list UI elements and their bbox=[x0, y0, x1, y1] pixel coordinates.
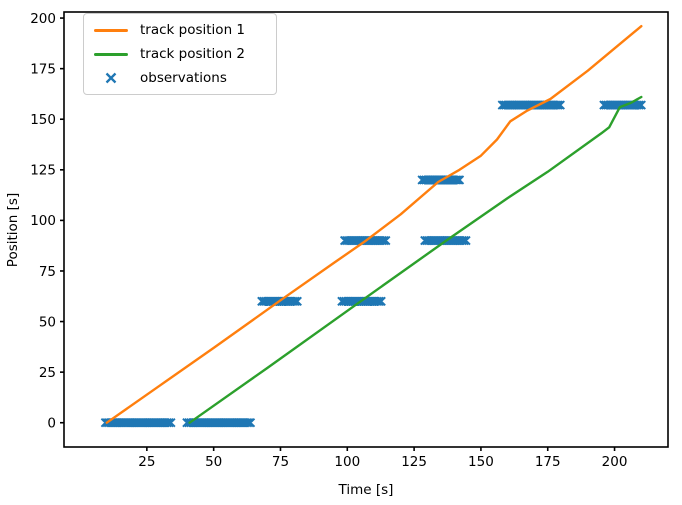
x-marker-icon bbox=[105, 72, 117, 84]
legend-item: track position 2 bbox=[93, 42, 266, 66]
x-tick-label: 25 bbox=[138, 454, 155, 470]
x-tick-label: 200 bbox=[602, 454, 628, 470]
line-swatch-icon bbox=[94, 28, 128, 32]
observation-cluster-markers bbox=[100, 100, 646, 428]
x-axis-ticks: 25 50 75 100 125 150 175 200 bbox=[138, 447, 627, 470]
y-tick-label: 50 bbox=[39, 314, 56, 330]
x-axis-title: Time [s] bbox=[338, 482, 394, 498]
line-swatch-icon bbox=[94, 52, 128, 56]
observations-markers bbox=[100, 100, 646, 428]
y-tick-label: 100 bbox=[30, 213, 56, 229]
legend-item: track position 1 bbox=[93, 18, 266, 42]
series-line-1 bbox=[105, 25, 643, 424]
y-tick-label: 25 bbox=[39, 365, 56, 381]
series-line-2 bbox=[188, 95, 643, 424]
legend-marker-swatch bbox=[93, 71, 129, 85]
y-axis-ticks: 0 25 50 75 100 125 150 175 200 bbox=[30, 11, 64, 432]
y-tick-label: 175 bbox=[30, 61, 56, 77]
y-tick-label: 0 bbox=[47, 416, 56, 432]
y-axis-title: Position [s] bbox=[5, 193, 21, 267]
x-tick-label: 175 bbox=[535, 454, 561, 470]
legend-item-label: track position 2 bbox=[140, 46, 246, 62]
legend-line-swatch bbox=[93, 52, 129, 56]
y-tick-label: 75 bbox=[39, 264, 56, 280]
legend-item: observations bbox=[93, 66, 266, 90]
x-tick-label: 150 bbox=[468, 454, 494, 470]
x-tick-label: 100 bbox=[334, 454, 360, 470]
legend: track position 1 track position 2 observat… bbox=[83, 13, 277, 95]
y-tick-label: 125 bbox=[30, 163, 56, 179]
x-tick-label: 75 bbox=[272, 454, 289, 470]
y-tick-label: 150 bbox=[30, 112, 56, 128]
plot-frame bbox=[63, 11, 669, 448]
series-lines bbox=[105, 25, 643, 424]
y-tick-label: 200 bbox=[30, 11, 56, 27]
legend-item-label: observations bbox=[140, 70, 227, 86]
x-tick-label: 125 bbox=[401, 454, 427, 470]
legend-line-swatch bbox=[93, 28, 129, 32]
x-tick-label: 50 bbox=[205, 454, 222, 470]
legend-item-label: track position 1 bbox=[140, 22, 246, 38]
